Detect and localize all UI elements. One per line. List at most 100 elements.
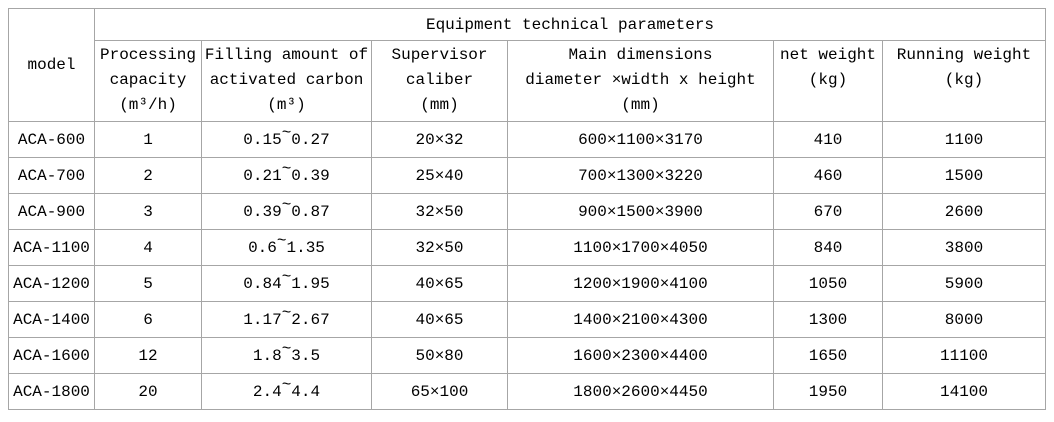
range-tilde: ~ [281, 340, 292, 359]
cell-processing-capacity: 5 [94, 265, 202, 302]
cell-net-weight: 670 [773, 193, 883, 230]
title-row: model Equipment technical parameters [8, 8, 1046, 122]
cell-net-weight: 1950 [773, 373, 883, 410]
cell-running-weight: 3800 [882, 229, 1046, 266]
cell-running-weight: 14100 [882, 373, 1046, 410]
range-tilde: ~ [276, 232, 287, 251]
table-title: Equipment technical parameters [94, 8, 1046, 41]
cell-net-weight: 1300 [773, 301, 883, 338]
cell-main-dimensions: 900×1500×3900 [507, 193, 774, 230]
cell-model: ACA-1100 [8, 229, 95, 266]
range-tilde: ~ [281, 124, 292, 143]
cell-supervisor-caliber: 65×100 [371, 373, 508, 410]
table-row: ACA-900 3 0.39~0.87 32×50 900×1500×3900 670 26… [8, 193, 1046, 230]
cell-main-dimensions: 700×1300×3220 [507, 157, 774, 194]
cell-running-weight: 1100 [882, 121, 1046, 158]
header-line: Processing [99, 46, 196, 64]
cell-processing-capacity: 1 [94, 121, 202, 158]
cell-supervisor-caliber: 20×32 [371, 121, 508, 158]
cell-model: ACA-700 [8, 157, 95, 194]
header-line: (m³/h) [119, 96, 177, 114]
header-line: (mm) [621, 96, 660, 114]
cell-model: ACA-1400 [8, 301, 95, 338]
column-header-main-dimensions: Main dimensions diameter ×width x height (… [507, 40, 774, 122]
cell-supervisor-caliber: 32×50 [371, 229, 508, 266]
table-row: ACA-1100 4 0.6~1.35 32×50 1100×1700×4050 840 3… [8, 229, 1046, 266]
table-row: ACA-1800 20 2.4~4.4 65×100 1800×2600×4450 195… [8, 373, 1046, 410]
cell-processing-capacity: 4 [94, 229, 202, 266]
table-body: ACA-600 1 0.15~0.27 20×32 600×1100×3170 410 11… [8, 121, 1046, 410]
header-line: activated carbon [209, 71, 364, 89]
cell-net-weight: 460 [773, 157, 883, 194]
header-line: (m³) [267, 96, 306, 114]
table-row: ACA-1200 5 0.84~1.95 40×65 1200×1900×4100 105… [8, 265, 1046, 302]
cell-supervisor-caliber: 40×65 [371, 301, 508, 338]
range-tilde: ~ [281, 160, 292, 179]
header-line: Main dimensions [568, 46, 713, 64]
cell-running-weight: 5900 [882, 265, 1046, 302]
cell-filling-amount: 0.15~0.27 [201, 121, 372, 158]
header-line: diameter ×width x height [525, 71, 756, 89]
cell-net-weight: 1050 [773, 265, 883, 302]
table-row: ACA-1400 6 1.17~2.67 40×65 1400×2100×4300 130… [8, 301, 1046, 338]
cell-filling-amount: 2.4~4.4 [201, 373, 372, 410]
cell-net-weight: 840 [773, 229, 883, 266]
cell-model: ACA-1600 [8, 337, 95, 374]
cell-filling-amount: 0.6~1.35 [201, 229, 372, 266]
cell-supervisor-caliber: 40×65 [371, 265, 508, 302]
cell-model: ACA-1200 [8, 265, 95, 302]
cell-supervisor-caliber: 32×50 [371, 193, 508, 230]
cell-processing-capacity: 3 [94, 193, 202, 230]
cell-running-weight: 8000 [882, 301, 1046, 338]
table-row: ACA-1600 12 1.8~3.5 50×80 1600×2300×4400 1650… [8, 337, 1046, 374]
column-header-supervisor-caliber: Supervisor caliber (mm) [371, 40, 508, 122]
range-tilde: ~ [281, 196, 292, 215]
cell-processing-capacity: 20 [94, 373, 202, 410]
cell-filling-amount: 1.17~2.67 [201, 301, 372, 338]
cell-net-weight: 410 [773, 121, 883, 158]
equipment-parameters-table: model Equipment technical parameters Pro… [8, 8, 1046, 410]
cell-model: ACA-900 [8, 193, 95, 230]
cell-main-dimensions: 1100×1700×4050 [507, 229, 774, 266]
header-line: (mm) [420, 96, 459, 114]
column-header-filling-amount-activated-carbon: Filling amount of activated carbon (m³) [201, 40, 372, 122]
range-tilde: ~ [281, 268, 292, 287]
range-tilde: ~ [281, 376, 292, 395]
cell-processing-capacity: 6 [94, 301, 202, 338]
cell-filling-amount: 0.21~0.39 [201, 157, 372, 194]
cell-running-weight: 2600 [882, 193, 1046, 230]
column-header-net-weight: net weight (kg) [773, 40, 883, 122]
header-line: Filling amount of [204, 46, 369, 64]
cell-model: ACA-600 [8, 121, 95, 158]
header-line: (kg) [944, 71, 984, 89]
header-line: Running weight [896, 46, 1032, 64]
header-line: net weight [779, 46, 876, 64]
cell-model: ACA-1800 [8, 373, 95, 410]
cell-main-dimensions: 1200×1900×4100 [507, 265, 774, 302]
cell-filling-amount: 0.84~1.95 [201, 265, 372, 302]
cell-supervisor-caliber: 50×80 [371, 337, 508, 374]
cell-main-dimensions: 1400×2100×4300 [507, 301, 774, 338]
cell-supervisor-caliber: 25×40 [371, 157, 508, 194]
model-column-header: model [8, 8, 95, 122]
cell-processing-capacity: 2 [94, 157, 202, 194]
cell-net-weight: 1650 [773, 337, 883, 374]
header-line: Supervisor [391, 46, 488, 64]
table-row: ACA-700 2 0.21~0.39 25×40 700×1300×3220 460 15… [8, 157, 1046, 194]
column-header-processing-capacity: Processing capacity (m³/h) [94, 40, 202, 122]
table-row: ACA-600 1 0.15~0.27 20×32 600×1100×3170 410 11… [8, 121, 1046, 158]
header-line: capacity [109, 71, 187, 89]
header-line: (kg) [808, 71, 848, 89]
range-tilde: ~ [281, 304, 292, 323]
cell-main-dimensions: 1600×2300×4400 [507, 337, 774, 374]
cell-filling-amount: 0.39~0.87 [201, 193, 372, 230]
cell-filling-amount: 1.8~3.5 [201, 337, 372, 374]
cell-processing-capacity: 12 [94, 337, 202, 374]
cell-main-dimensions: 1800×2600×4450 [507, 373, 774, 410]
cell-running-weight: 1500 [882, 157, 1046, 194]
header-line: caliber [405, 71, 474, 89]
cell-main-dimensions: 600×1100×3170 [507, 121, 774, 158]
cell-running-weight: 11100 [882, 337, 1046, 374]
column-header-row: Processing capacity (m³/h) Filling amount o… [9, 40, 1046, 122]
